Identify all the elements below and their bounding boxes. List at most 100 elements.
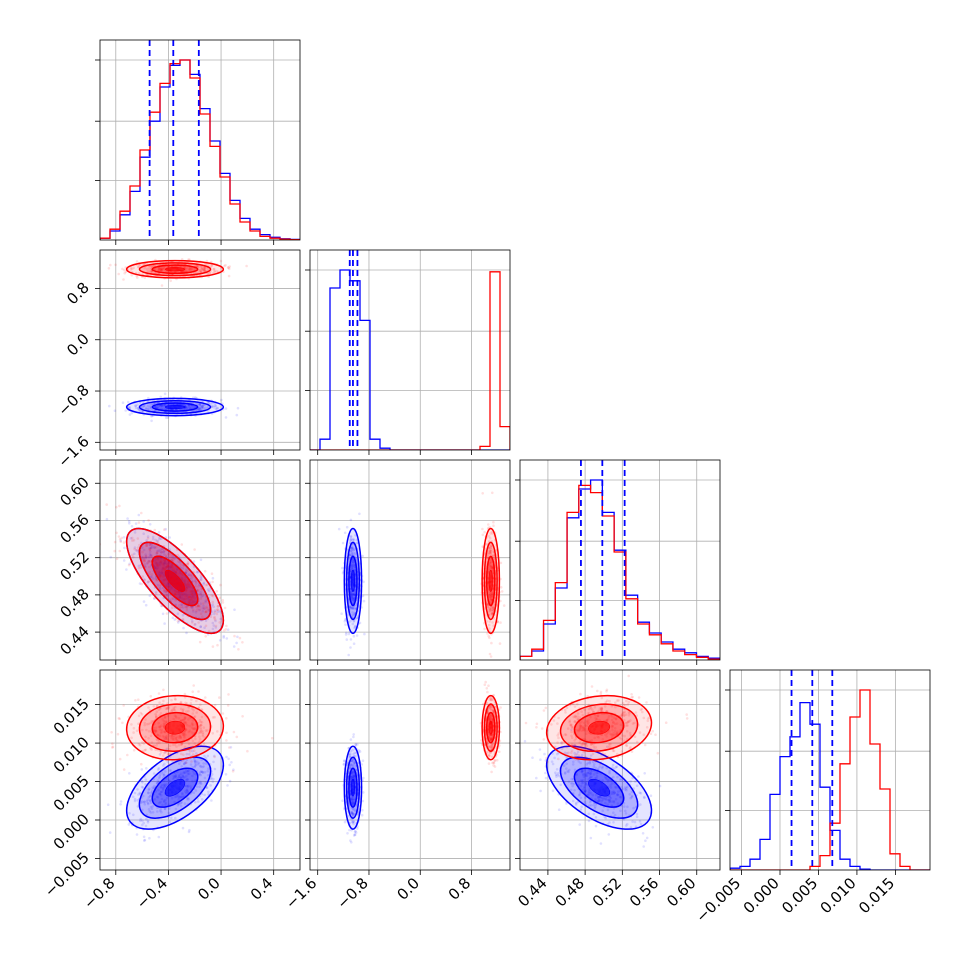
sample-point: [186, 784, 190, 788]
sample-point: [216, 730, 219, 733]
sample-point: [355, 805, 358, 808]
sample-point: [488, 549, 492, 553]
sample-point: [575, 773, 578, 777]
sample-point: [185, 788, 189, 791]
sample-point: [211, 603, 215, 606]
sample-point: [145, 767, 148, 770]
sample-point: [200, 715, 204, 719]
sample-point: [569, 788, 573, 792]
sample-point: [598, 707, 602, 710]
sample-point: [538, 748, 542, 751]
sample-point: [579, 724, 582, 728]
sample-point: [128, 562, 131, 566]
sample-point: [222, 634, 226, 638]
sample-point: [199, 407, 202, 411]
sample-point: [598, 765, 602, 769]
y-tick-label-p3: 0.60: [56, 473, 92, 509]
sample-point: [177, 621, 180, 624]
sample-point: [589, 775, 592, 779]
sample-point: [608, 800, 611, 803]
histogram-red-p3: [520, 484, 720, 660]
sample-point: [491, 698, 495, 702]
sample-point: [173, 567, 176, 570]
sample-point: [353, 809, 357, 813]
sample-point: [350, 560, 354, 564]
sample-point: [109, 263, 112, 267]
sample-point: [111, 746, 114, 749]
sample-point: [165, 783, 168, 786]
sample-point: [487, 534, 491, 538]
sample-point: [150, 415, 153, 418]
sample-point: [198, 735, 201, 738]
sample-point: [185, 266, 189, 270]
sample-point: [616, 793, 620, 797]
sample-point: [191, 707, 194, 710]
sample-point: [579, 796, 583, 800]
sample-point: [186, 769, 190, 773]
sample-point: [160, 574, 163, 578]
sample-point: [177, 794, 180, 798]
sample-point: [143, 800, 146, 804]
sample-point: [145, 728, 148, 732]
sample-point: [106, 803, 110, 806]
sample-point: [180, 603, 183, 606]
sample-point: [158, 266, 162, 270]
sample-point: [176, 567, 179, 571]
sample-point: [166, 563, 170, 566]
sample-point: [195, 609, 198, 612]
sample-point: [153, 729, 157, 732]
sample-point: [147, 788, 150, 792]
sample-point: [113, 540, 117, 544]
sample-point: [154, 714, 158, 718]
sample-point: [156, 558, 160, 561]
sample-point: [352, 775, 355, 779]
sample-point: [188, 266, 192, 270]
sample-point: [351, 774, 355, 778]
sample-point: [173, 592, 177, 595]
sample-point: [179, 795, 182, 799]
sample-point: [150, 748, 153, 751]
sample-point: [195, 785, 199, 788]
sample-point: [141, 575, 144, 578]
sample-point: [136, 276, 139, 279]
sample-point: [195, 264, 199, 268]
sample-point: [198, 719, 202, 722]
sample-point: [213, 269, 216, 273]
sample-point: [167, 564, 171, 568]
sample-point: [162, 772, 165, 775]
sample-point: [349, 605, 353, 609]
sample-point: [203, 754, 206, 758]
sample-point: [579, 761, 582, 765]
sample-point: [174, 571, 177, 575]
sample-point: [489, 738, 493, 741]
sample-point: [164, 554, 167, 557]
sample-point: [118, 717, 121, 721]
sample-point: [179, 804, 183, 808]
sample-point: [164, 720, 168, 723]
sample-point: [207, 589, 211, 593]
sample-point: [580, 782, 584, 785]
sample-point: [187, 584, 191, 587]
sample-point: [573, 768, 577, 772]
sample-point: [162, 699, 165, 703]
sample-point: [502, 604, 506, 607]
sample-point: [185, 728, 188, 732]
sample-point: [164, 770, 167, 773]
contour-red: [164, 267, 186, 272]
sample-point: [213, 703, 217, 707]
sample-point: [193, 749, 196, 753]
sample-point: [146, 819, 150, 823]
sample-point: [196, 408, 199, 412]
sample-point: [362, 580, 365, 584]
sample-point: [185, 608, 189, 612]
sample-point: [361, 594, 365, 598]
y-tick-label-p4: 0.010: [50, 733, 93, 776]
sample-point: [356, 743, 359, 746]
panel-frame: [99, 39, 301, 241]
sample-point: [170, 736, 173, 740]
sample-point: [629, 796, 632, 800]
sample-point: [182, 734, 186, 738]
sample-point: [149, 546, 153, 549]
sample-point: [156, 733, 159, 737]
sample-point: [223, 264, 226, 268]
